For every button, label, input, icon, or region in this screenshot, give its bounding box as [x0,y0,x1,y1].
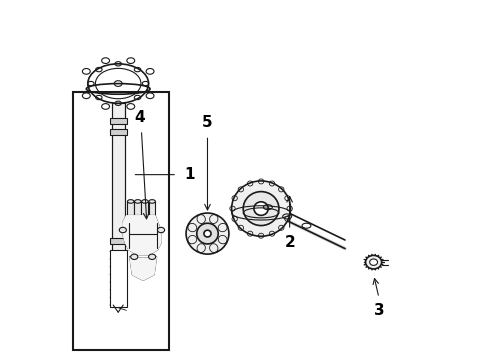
Bar [142,202,148,216]
Ellipse shape [135,200,141,203]
Ellipse shape [119,227,126,233]
Text: 4: 4 [134,110,145,125]
Ellipse shape [254,202,268,215]
Text: 1: 1 [184,167,195,182]
Bar [110,249,127,307]
Bar [110,129,127,135]
Bar [134,202,141,216]
Ellipse shape [142,200,148,203]
Bar [110,118,127,124]
Ellipse shape [197,223,218,244]
Text: 3: 3 [374,303,384,318]
Ellipse shape [131,254,138,260]
Polygon shape [123,216,161,255]
Ellipse shape [366,255,382,269]
Bar [112,103,124,266]
Ellipse shape [157,227,165,233]
Ellipse shape [149,200,155,203]
Ellipse shape [204,230,211,237]
Bar [110,238,127,244]
Ellipse shape [232,181,291,236]
Ellipse shape [148,254,156,260]
Text: 5: 5 [202,115,213,130]
Ellipse shape [243,192,279,226]
Polygon shape [130,257,156,280]
Ellipse shape [127,200,134,203]
Bar [148,202,155,216]
Ellipse shape [186,213,229,254]
Ellipse shape [369,259,377,265]
Bar [127,202,134,216]
Text: 2: 2 [284,235,295,250]
Bar [73,93,169,350]
